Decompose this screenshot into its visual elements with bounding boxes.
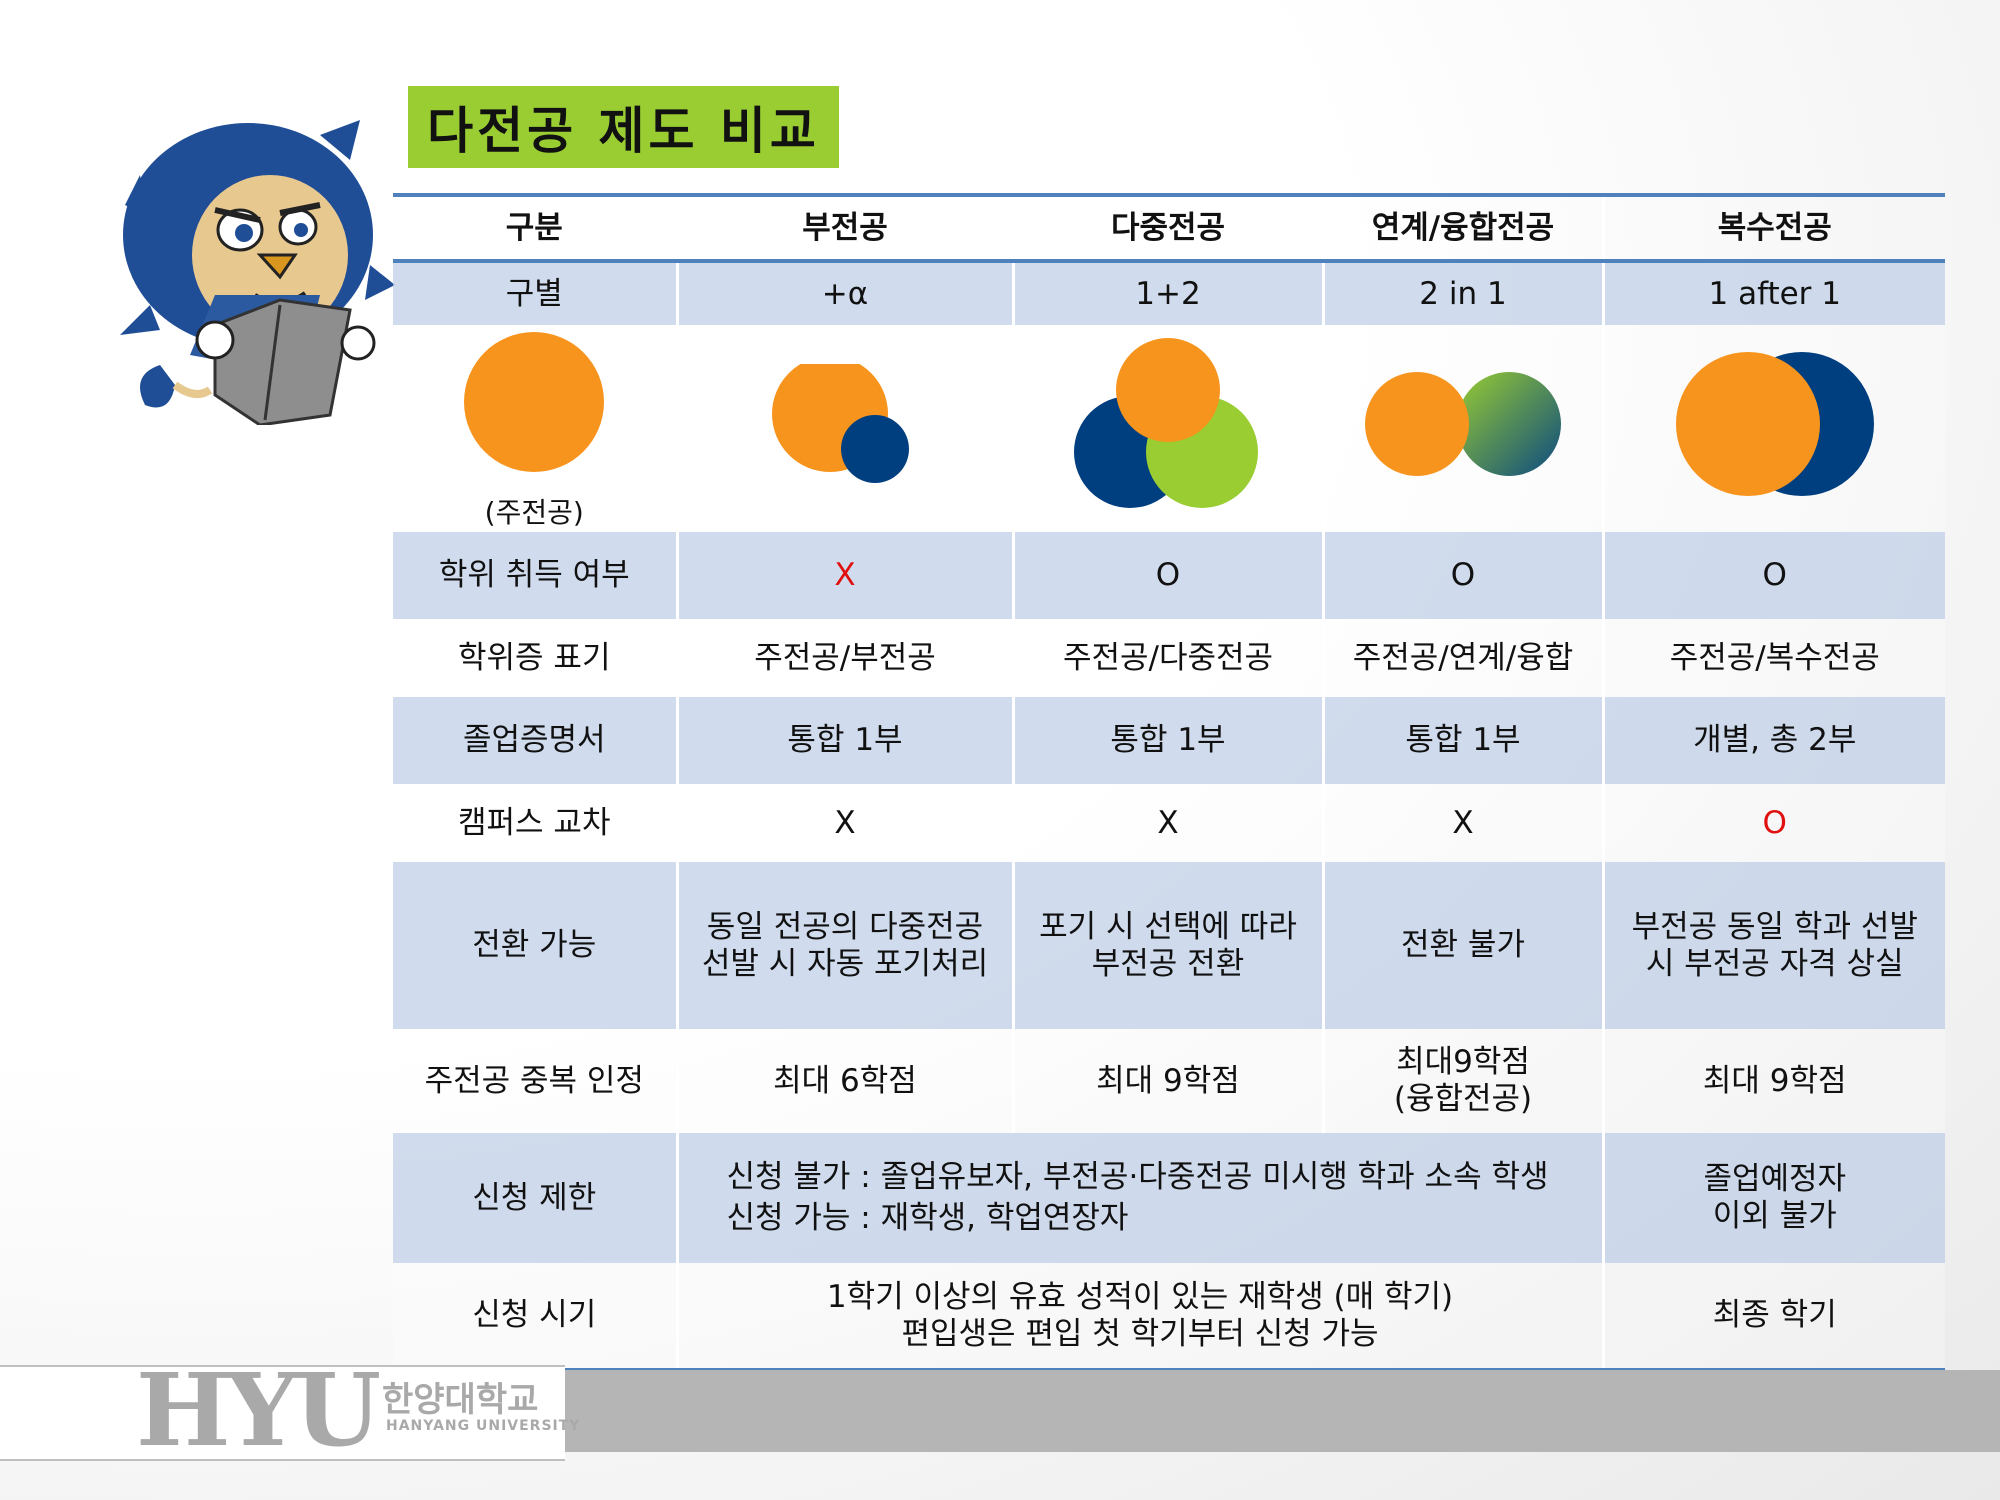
hyu-logo: HYU (136, 1351, 381, 1469)
footer-logo-box (0, 1365, 565, 1461)
row-label: 학위증 표기 (393, 619, 679, 697)
header-row: 구분 부전공 다중전공 연계/융합전공 복수전공 (393, 195, 1945, 263)
table-cell: O (1603, 784, 1945, 862)
fusion-diagram-cell (1323, 325, 1605, 532)
timing-line-2: 편입생은 편입 첫 학기부터 신청 가능 (901, 1315, 1379, 1352)
table-cell: +α (677, 261, 1015, 325)
table-cell: 통합 1부 (1323, 697, 1605, 784)
table-cell: 1 after 1 (1603, 261, 1945, 325)
title-box: 다전공 제도 비교 (408, 86, 839, 168)
table-cell: 최대 9학점 (1013, 1029, 1325, 1133)
major-diagram-cell: (주전공) (393, 325, 679, 532)
table-cell: O (1323, 532, 1605, 619)
major-caption: (주전공) (484, 495, 584, 529)
diagram-row: (주전공) (393, 325, 1945, 532)
application-period-row: 신청 시기 1학기 이상의 유효 성적이 있는 재학생 (매 학기) 편입생은 … (393, 1263, 1945, 1370)
row-label: 주전공 중복 인정 (393, 1029, 679, 1133)
limit-merged-cell: 신청 불가 : 졸업유보자, 부전공·다중전공 미시행 학과 소속 학생 신청 … (677, 1133, 1605, 1263)
table-cell: O (1013, 532, 1325, 619)
table-cell: 최대9학점 (융합전공) (1323, 1029, 1605, 1133)
row-label: 신청 시기 (393, 1263, 679, 1370)
table-cell: 졸업예정자 이외 불가 (1603, 1133, 1945, 1263)
fusion-circle-diagram (1365, 372, 1561, 476)
table-cell: 주전공/복수전공 (1603, 619, 1945, 697)
type-row: 구별 +α 1+2 2 in 1 1 after 1 (393, 261, 1945, 325)
table-cell: 개별, 총 2부 (1603, 697, 1945, 784)
page-title: 다전공 제도 비교 (427, 102, 820, 160)
header-cell: 연계/융합전공 (1323, 195, 1605, 263)
timing-line-1: 1학기 이상의 유효 성적이 있는 재학생 (매 학기) (826, 1278, 1454, 1315)
application-limit-row: 신청 제한 신청 불가 : 졸업유보자, 부전공·다중전공 미시행 학과 소속 … (393, 1133, 1945, 1263)
table-cell: X (677, 784, 1015, 862)
table-cell: 1+2 (1013, 261, 1325, 325)
header-cell: 구분 (393, 195, 679, 263)
table-cell: X (1323, 784, 1605, 862)
multi-diagram-cell (1013, 325, 1325, 532)
double-diagram-cell (1603, 325, 1945, 532)
limit-line-1: 신청 불가 : 졸업유보자, 부전공·다중전공 미시행 학과 소속 학생 (726, 1159, 1549, 1195)
conversion-row: 전환 가능 동일 전공의 다중전공 선발 시 자동 포기처리 포기 시 선택에 … (393, 862, 1945, 1029)
row-label: 캠퍼스 교차 (393, 784, 679, 862)
table-cell: 2 in 1 (1323, 261, 1605, 325)
table-cell: 주전공/다중전공 (1013, 619, 1325, 697)
table-cell: 동일 전공의 다중전공 선발 시 자동 포기처리 (677, 862, 1015, 1029)
table-cell: 포기 시 선택에 따라 부전공 전환 (1013, 862, 1325, 1029)
table-cell: 통합 1부 (1013, 697, 1325, 784)
certificate-row: 졸업증명서 통합 1부 통합 1부 통합 1부 개별, 총 2부 (393, 697, 1945, 784)
table-cell: 주전공/연계/융합 (1323, 619, 1605, 697)
table-cell: X (1013, 784, 1325, 862)
table-cell: 최대 9학점 (1603, 1029, 1945, 1133)
degree-row: 학위 취득 여부 X O O O (393, 532, 1945, 619)
minor-circle-diagram (772, 356, 909, 483)
notation-row: 학위증 표기 주전공/부전공 주전공/다중전공 주전공/연계/융합 주전공/복수… (393, 619, 1945, 697)
campus-row: 캠퍼스 교차 X X X O (393, 784, 1945, 862)
table-cell: 주전공/부전공 (677, 619, 1015, 697)
double-circle-diagram (1675, 352, 1874, 496)
table-cell: 최종 학기 (1603, 1263, 1945, 1370)
multi-circle-diagram (1074, 338, 1258, 508)
row-label: 전환 가능 (393, 862, 679, 1029)
header-cell: 부전공 (677, 195, 1015, 263)
row-label: 신청 제한 (393, 1133, 679, 1263)
duplicate-credit-row: 주전공 중복 인정 최대 6학점 최대 9학점 최대9학점 (융합전공) 최대 … (393, 1029, 1945, 1133)
header-cell: 다중전공 (1013, 195, 1325, 263)
row-label: 학위 취득 여부 (393, 532, 679, 619)
row-label: 구별 (393, 261, 679, 325)
university-name-kor: 한양대학교 (382, 1380, 539, 1420)
university-name-eng: HANYANG UNIVERSITY (386, 1418, 581, 1434)
table-cell: 전환 불가 (1323, 862, 1605, 1029)
header-cell: 복수전공 (1603, 195, 1945, 263)
row-label: 졸업증명서 (393, 697, 679, 784)
table-cell: 최대 6학점 (677, 1029, 1015, 1133)
table-cell: O (1603, 532, 1945, 619)
lion-mascot-icon (120, 120, 395, 425)
major-circle-diagram (464, 331, 605, 472)
minor-diagram-cell (677, 325, 1015, 532)
table-cell: 부전공 동일 학과 선발 시 부전공 자격 상실 (1603, 862, 1945, 1029)
comparison-table: 구분 부전공 다중전공 연계/융합전공 복수전공 구별 +α 1+2 2 in … (393, 193, 1945, 1372)
table-cell: 통합 1부 (677, 697, 1015, 784)
timing-merged-cell: 1학기 이상의 유효 성적이 있는 재학생 (매 학기) 편입생은 편입 첫 학… (677, 1263, 1605, 1370)
table-cell: X (677, 532, 1015, 619)
limit-line-2: 신청 가능 : 재학생, 학업연장자 (726, 1200, 1129, 1236)
